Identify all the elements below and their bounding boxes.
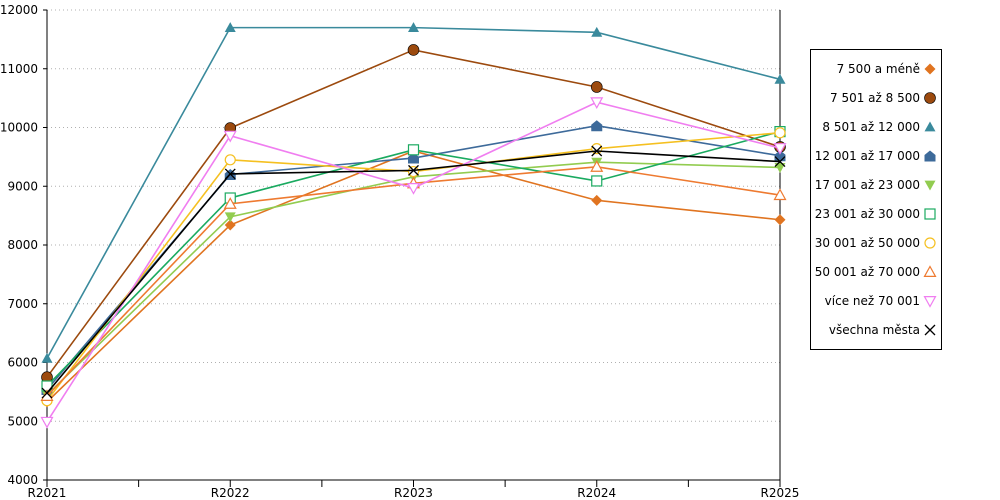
data-point bbox=[41, 352, 53, 363]
x-tick-label: R2021 bbox=[28, 486, 67, 500]
legend-item: 17 001 až 23 000 bbox=[815, 178, 936, 192]
series-lines bbox=[40, 22, 787, 429]
legend-marker bbox=[923, 296, 937, 308]
axes bbox=[46, 10, 781, 487]
data-point bbox=[590, 81, 603, 93]
series-line bbox=[46, 124, 781, 391]
legend: 7 500 a méně 7 501 až 8 500 8 501 až 12 00… bbox=[810, 49, 942, 350]
series-line bbox=[46, 161, 781, 396]
data-point bbox=[223, 130, 237, 143]
data-point bbox=[406, 183, 421, 195]
x-tick-label: R2023 bbox=[394, 486, 433, 500]
y-tick-label: 9000 bbox=[7, 179, 38, 193]
data-point bbox=[407, 165, 420, 178]
x-tick-label: R2025 bbox=[761, 486, 800, 500]
legend-item: více než 70 001 bbox=[825, 294, 937, 308]
series-9 bbox=[40, 97, 787, 429]
y-tick-label: 6000 bbox=[7, 356, 38, 370]
legend-item: 8 501 až 12 000 bbox=[822, 120, 936, 134]
data-point bbox=[41, 387, 53, 399]
data-point bbox=[774, 214, 786, 226]
legend-marker bbox=[924, 121, 936, 132]
y-tick-label: 11000 bbox=[0, 62, 38, 76]
legend-label: 7 501 až 8 500 bbox=[830, 91, 920, 105]
data-point bbox=[40, 416, 54, 429]
legend-item: 12 001 až 17 000 bbox=[815, 149, 936, 163]
legend-item: 50 001 až 70 000 bbox=[815, 265, 937, 279]
legend-label: 7 500 a méně bbox=[837, 62, 920, 76]
y-axis-tick-labels: 4000 5000 6000 7000 8000 9000 10000 11000 12000 bbox=[0, 3, 38, 487]
legend-label: 50 001 až 70 000 bbox=[815, 265, 920, 279]
data-point bbox=[223, 197, 237, 209]
data-point bbox=[407, 144, 420, 156]
legend-item: 30 001 až 50 000 bbox=[815, 236, 936, 250]
legend-item: všechna města bbox=[829, 323, 936, 337]
data-point bbox=[591, 120, 603, 132]
data-point bbox=[224, 22, 236, 33]
legend-box bbox=[810, 49, 942, 350]
legend-marker bbox=[924, 150, 936, 162]
data-point bbox=[224, 168, 236, 180]
legend-label: 17 001 až 23 000 bbox=[815, 178, 920, 192]
series-7 bbox=[41, 127, 786, 407]
data-point bbox=[774, 163, 786, 173]
series-10 bbox=[41, 145, 786, 399]
legend-item: 7 500 a méně bbox=[837, 62, 936, 76]
data-point bbox=[591, 194, 603, 206]
x-tick-label: R2024 bbox=[577, 486, 616, 500]
data-point bbox=[591, 175, 603, 187]
legend-label: 8 501 až 12 000 bbox=[822, 120, 920, 134]
legend-label: všechna města bbox=[829, 323, 920, 337]
data-point bbox=[224, 212, 236, 223]
legend-marker bbox=[923, 265, 937, 277]
series-8 bbox=[40, 160, 787, 401]
y-tick-label: 4000 bbox=[7, 473, 38, 487]
data-point bbox=[590, 160, 604, 172]
series-line bbox=[46, 166, 781, 397]
data-point bbox=[773, 188, 787, 201]
y-tick-label: 8000 bbox=[7, 238, 38, 252]
legend-label: 30 001 až 50 000 bbox=[815, 236, 920, 250]
x-tick-label: R2022 bbox=[211, 486, 250, 500]
data-point bbox=[774, 127, 786, 139]
y-tick-label: 12000 bbox=[0, 3, 38, 17]
x-axis-tick-labels: R2021 R2022 R2023 R2024 R2025 bbox=[28, 486, 800, 500]
data-point bbox=[774, 156, 786, 168]
legend-marker bbox=[924, 92, 936, 104]
y-tick-label: 7000 bbox=[7, 297, 38, 311]
legend-marker bbox=[924, 208, 936, 220]
data-point bbox=[224, 219, 236, 231]
data-point bbox=[224, 154, 236, 166]
data-point bbox=[591, 145, 603, 157]
legend-item: 23 001 až 30 000 bbox=[815, 207, 936, 221]
data-point bbox=[590, 97, 604, 109]
data-point bbox=[773, 143, 787, 155]
data-point bbox=[407, 44, 420, 56]
series-2 bbox=[41, 44, 786, 383]
legend-marker bbox=[924, 324, 936, 336]
series-3 bbox=[41, 22, 786, 363]
data-point bbox=[408, 164, 419, 176]
legend-item: 7 501 až 8 500 bbox=[830, 91, 936, 105]
data-point bbox=[408, 22, 419, 33]
data-point bbox=[591, 26, 603, 37]
legend-marker bbox=[924, 63, 936, 75]
gridlines bbox=[43, 9, 780, 481]
legend-marker bbox=[924, 180, 936, 191]
y-tick-label: 10000 bbox=[0, 121, 38, 135]
legend-marker bbox=[924, 237, 936, 249]
data-point bbox=[774, 73, 786, 84]
legend-label: 23 001 až 30 000 bbox=[815, 207, 920, 221]
series-line bbox=[46, 49, 781, 378]
legend-label: 12 001 až 17 000 bbox=[815, 149, 920, 163]
legend-label: více než 70 001 bbox=[825, 294, 920, 308]
y-tick-label: 5000 bbox=[7, 414, 38, 428]
